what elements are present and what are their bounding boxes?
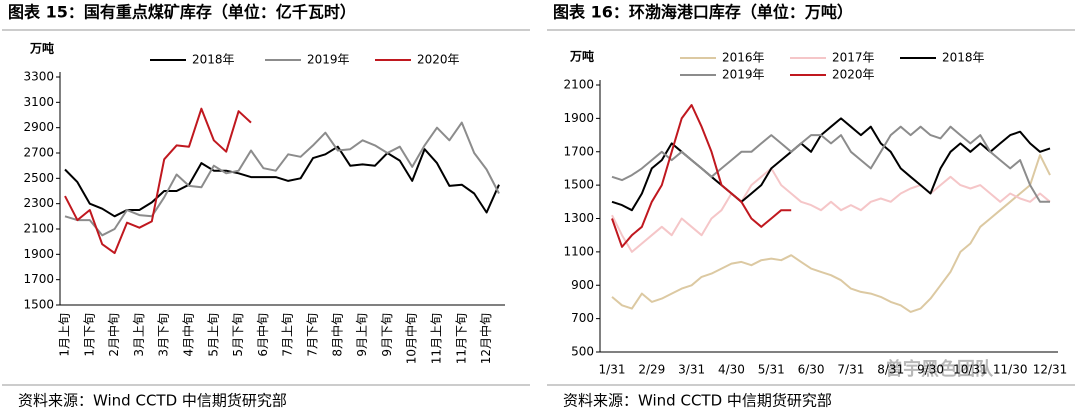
x-tick-label: 9/30: [917, 363, 944, 377]
series-line: [611, 104, 792, 248]
y-tick-label: 2500: [23, 171, 54, 185]
y-axis-label: 万吨: [569, 49, 594, 64]
y-tick-label: 3300: [23, 70, 54, 84]
y-tick-label: 1300: [563, 211, 594, 225]
x-tick-label: 9月上旬: [355, 313, 369, 357]
y-tick-label: 700: [571, 311, 594, 325]
y-tick-label: 2700: [23, 146, 54, 160]
x-tick-label: 11月上旬: [430, 313, 444, 364]
y-tick-label: 2100: [563, 78, 594, 92]
series-line: [611, 154, 1051, 313]
y-tick-label: 900: [571, 278, 594, 292]
series-line: [64, 121, 500, 237]
x-tick-label: 11/30: [993, 363, 1028, 377]
watermark: 曾宇黑色团队: [885, 358, 994, 380]
x-tick-label: 2月中旬: [106, 313, 121, 357]
x-tick-label: 9月下旬: [380, 313, 394, 357]
series-line: [64, 107, 252, 255]
x-tick-label: 12/31: [1033, 363, 1068, 377]
y-tick-label: 1500: [23, 298, 54, 312]
y-tick-label: 1900: [23, 247, 54, 261]
x-tick-label: 7月下旬: [306, 313, 320, 357]
chart-title: 图表 16：环渤海港口库存（单位：万吨）: [553, 3, 853, 22]
source: 资料来源：Wind CCTD 中信期货研究部: [563, 392, 832, 410]
y-tick-label: 1100: [563, 244, 594, 258]
x-tick-label: 12月中旬: [478, 313, 493, 364]
x-tick-label: 6/30: [798, 363, 825, 377]
series-line: [64, 145, 500, 218]
x-tick-label: 1月下旬: [82, 313, 96, 357]
y-tick-label: 1700: [563, 144, 594, 158]
x-tick-label: 8/31: [877, 363, 904, 377]
x-tick-label: 3/31: [678, 363, 705, 377]
y-tick-label: 500: [571, 345, 594, 359]
x-tick-label: 7月上旬: [281, 313, 295, 357]
x-tick-label: 7/31: [837, 363, 864, 377]
legend-label: 2018年: [192, 53, 235, 67]
x-tick-label: 4月中旬: [181, 313, 196, 357]
source: 资料来源：Wind CCTD 中信期货研究部: [18, 392, 287, 410]
legend-label: 2020年: [832, 68, 875, 82]
y-axis-label: 万吨: [29, 41, 54, 56]
x-tick-label: 2/29: [638, 363, 665, 377]
y-tick-label: 2300: [23, 196, 54, 210]
x-tick-label: 5月下旬: [231, 313, 245, 357]
x-tick-label: 5/31: [758, 363, 785, 377]
y-tick-label: 2900: [23, 120, 54, 134]
x-tick-label: 8月中旬: [329, 313, 344, 357]
legend-label: 2019年: [307, 53, 350, 67]
legend-label: 2017年: [832, 51, 875, 65]
x-tick-label: 11月下旬: [454, 313, 468, 364]
x-tick-label: 1月上旬: [58, 313, 72, 357]
x-tick-label: 10月中旬: [404, 313, 419, 364]
x-tick-label: 4/30: [718, 363, 745, 377]
y-tick-label: 1500: [563, 178, 594, 192]
y-tick-label: 1700: [23, 272, 54, 286]
legend-label: 2018年: [942, 51, 985, 65]
x-tick-label: 10/31: [953, 363, 988, 377]
legend-label: 2020年: [417, 53, 460, 67]
x-tick-label: 5月上旬: [206, 313, 220, 357]
x-tick-label: 3月上旬: [132, 313, 146, 357]
chart-title: 图表 15：国有重点煤矿库存（单位：亿千瓦时）: [8, 3, 356, 22]
x-tick-label: 3月下旬: [157, 313, 171, 357]
series-line: [611, 125, 1050, 203]
x-tick-label: 1/31: [599, 363, 626, 377]
y-tick-label: 2100: [23, 222, 54, 236]
y-tick-label: 3100: [23, 95, 54, 109]
legend-label: 2019年: [722, 68, 765, 82]
legend-label: 2016年: [722, 51, 765, 65]
series-line: [611, 167, 1051, 253]
y-tick-label: 1900: [563, 111, 594, 125]
x-tick-label: 6月中旬: [255, 313, 270, 357]
